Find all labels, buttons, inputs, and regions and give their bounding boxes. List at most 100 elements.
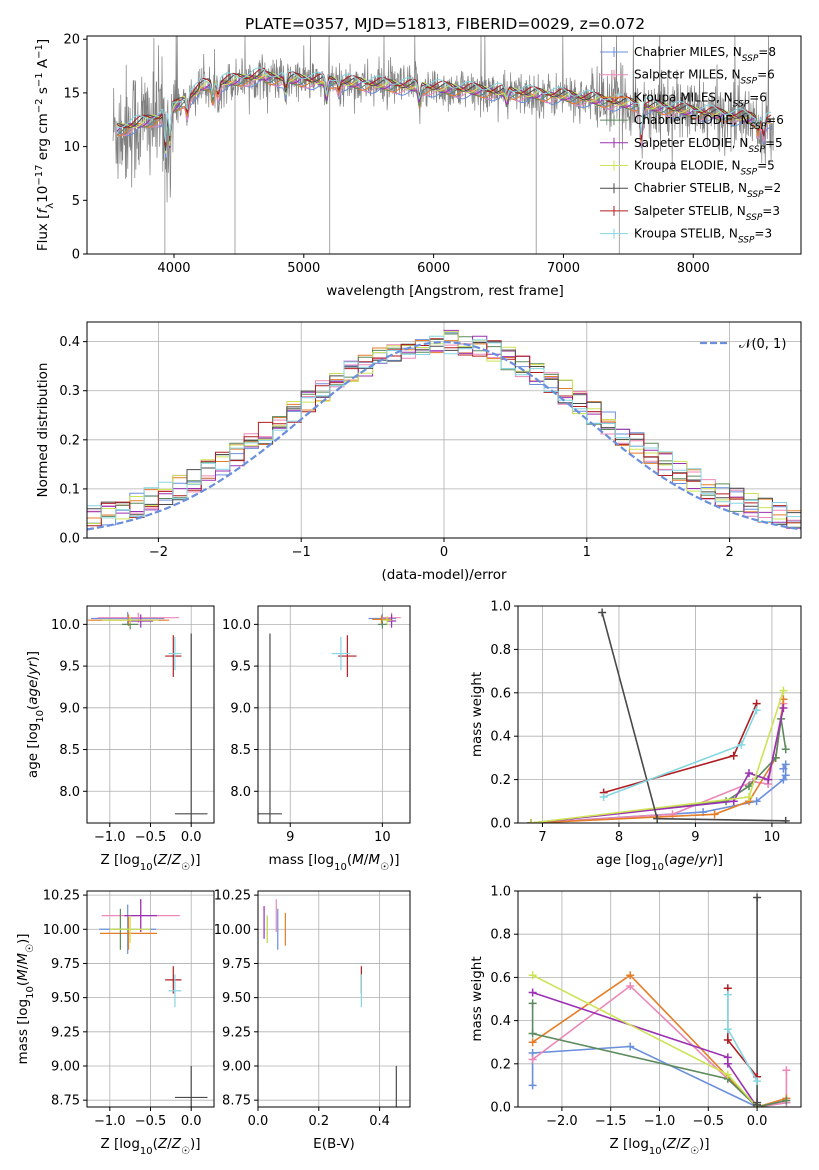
panel-spectrum: 4000 5000 6000 7000 8000 0 5 10 15 20 Chabrier MIL… — [34, 33, 802, 299]
legend-label: Kroupa ELODIE, NSSP=5 — [634, 159, 775, 178]
data-point — [723, 1025, 732, 1034]
plot-area — [258, 612, 401, 823]
weight-series-kroupa-elodie — [527, 686, 788, 823]
errorbar-point — [174, 1065, 208, 1107]
y-tick-label: 0.2 — [490, 1057, 511, 1072]
data-point — [528, 1081, 537, 1090]
series-line — [532, 984, 788, 1107]
y-tick-label: 0 — [72, 248, 80, 263]
series-line — [727, 994, 758, 1082]
y-axis-label: mass weight — [469, 672, 485, 757]
x-tick-label: 5000 — [287, 261, 320, 276]
axes-frame — [517, 605, 802, 824]
x-tick-label: −1.5 — [595, 1114, 627, 1129]
axes-frame — [86, 321, 802, 539]
series-line — [530, 703, 785, 823]
legend-label: Salpeter STELIB, NSSP=3 — [634, 204, 780, 223]
y-tick-label: 8.75 — [222, 1094, 251, 1109]
data-point — [744, 782, 753, 791]
y-tick-label: 9.00 — [51, 1059, 80, 1074]
legend-label: Salpeter ELODIE, NSSP=5 — [634, 136, 783, 155]
y-tick-label: 9.75 — [222, 957, 251, 972]
axes-frame — [86, 35, 802, 255]
y-tick-label: 9.25 — [222, 1025, 251, 1040]
x-tick-label: 0.0 — [248, 1114, 269, 1129]
y-tick-label: 9.50 — [51, 991, 80, 1006]
x-tick-label: 0.2 — [308, 1114, 329, 1129]
x-tick-label: 0.0 — [181, 830, 202, 845]
x-tick-label: −0.5 — [135, 1114, 167, 1129]
x-tick-label: 1 — [583, 545, 591, 560]
y-tick-label: 10.00 — [214, 923, 251, 938]
panel-weight-vs-age: 7 8 9 10 0.0 0.2 0.4 0.6 0.8 1.0 age [log10(age/yr… — [469, 600, 802, 873]
y-tick-label: 0.6 — [490, 971, 511, 986]
x-axis-label: (data-model)/error — [381, 567, 507, 583]
y-tick-label: 8.0 — [230, 785, 251, 800]
data-point — [781, 816, 790, 823]
errorbar-point — [174, 633, 208, 823]
data-point — [781, 760, 790, 769]
model-spectrum-kroupa-stelib — [116, 67, 772, 143]
y-tick-label: 0.1 — [59, 482, 80, 497]
panel-age-vs-Z: −1.0 −0.5 0.0 8.0 8.5 9.0 9.5 10.0 Z [log10(Z/Z☉… — [25, 605, 215, 873]
plot-area — [527, 608, 790, 823]
panel-weight-vs-Z: −2.0 −1.5 −1.0 −0.5 0.0 0.0 0.2 0.4 0.6 0.8 1.0 Z [… — [469, 885, 802, 1157]
plot-area — [528, 893, 791, 1107]
data-point — [527, 819, 536, 823]
model-spectrum-salpeter-elodie — [116, 74, 772, 153]
data-point — [779, 764, 788, 773]
y-tick-label: 15 — [63, 86, 80, 101]
y-tick-label: 10.25 — [43, 889, 80, 904]
plot-area — [87, 329, 801, 531]
data-point — [528, 971, 537, 980]
x-tick-label: 6000 — [417, 261, 450, 276]
y-tick-label: 10.00 — [43, 923, 80, 938]
y-tick-label: 0.4 — [490, 1014, 511, 1029]
y-tick-label: 5 — [72, 194, 80, 209]
x-tick-label: −1.0 — [94, 830, 126, 845]
y-axis-label: Normed distribution — [35, 363, 51, 498]
data-point — [723, 1070, 732, 1079]
errorbar-point — [386, 614, 397, 628]
x-tick-label: 10 — [764, 830, 781, 845]
data-point — [599, 792, 608, 801]
data-point — [764, 775, 773, 784]
x-tick-label: 0 — [440, 545, 448, 560]
x-tick-label: 0.0 — [747, 1114, 768, 1129]
data-point — [753, 1100, 762, 1107]
legend-label: Salpeter MILES, NSSP=6 — [634, 68, 775, 87]
plot-area — [87, 611, 208, 823]
x-axis-label: age [log10(age/yr)] — [596, 852, 723, 873]
data-point — [744, 792, 753, 801]
x-tick-label: −1.0 — [644, 1114, 676, 1129]
weight-series-chabrier-miles — [527, 760, 790, 823]
x-tick-label: 10 — [374, 830, 391, 845]
weight-series-chabrier-elodie — [528, 999, 791, 1107]
data-point — [528, 988, 537, 997]
plot-area — [263, 899, 397, 1107]
data-point — [737, 740, 746, 749]
data-point — [528, 1055, 537, 1064]
y-tick-label: 0.4 — [59, 335, 80, 350]
axes-frame — [517, 890, 802, 1108]
x-tick-label: 8000 — [677, 261, 710, 276]
y-tick-label: 9.5 — [59, 660, 80, 675]
x-tick-label: 0.0 — [181, 1114, 202, 1129]
data-point — [744, 769, 753, 778]
figure-title: PLATE=0357, MJD=51813, FIBERID=0029, z=0… — [245, 15, 645, 33]
weight-series-chabrier-elodie — [527, 714, 790, 823]
data-point — [779, 775, 788, 784]
data-point — [779, 686, 788, 695]
x-tick-label: −1.0 — [94, 1114, 126, 1129]
x-axis-label: wavelength [Angstrom, rest frame] — [326, 283, 564, 299]
x-tick-label: 2 — [725, 545, 733, 560]
data-point — [723, 1059, 732, 1068]
legend-label: Kroupa MILES, NSSP=6 — [634, 90, 767, 109]
axes-frame — [257, 890, 411, 1108]
axes-frame — [257, 605, 411, 824]
data-point — [723, 990, 732, 999]
data-point — [723, 1036, 732, 1045]
y-axis-label: Flux [fλ10−17 erg cm−2 s−1 A−1] — [34, 39, 56, 251]
y-tick-label: 0.8 — [490, 928, 511, 943]
